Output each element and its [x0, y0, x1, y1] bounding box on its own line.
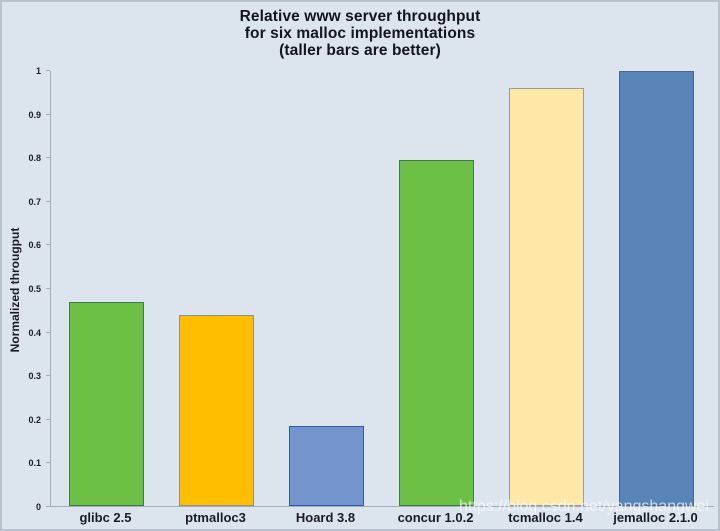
y-tick-mark — [46, 375, 50, 377]
y-tick-mark — [46, 200, 50, 202]
bar-glibc-2.5 — [69, 301, 144, 506]
x-axis: glibc 2.5 ptmalloc3 Hoard 3.8 concur 1.0.2 t… — [50, 510, 714, 529]
bar-jemalloc-2.1.0 — [619, 71, 694, 506]
chart-title: Relative www server throughput for six m… — [2, 8, 718, 59]
x-tick-label-jemalloc-2.1.0: jemalloc 2.1.0 — [613, 510, 698, 525]
chart-title-line-1: Relative www server throughput — [239, 8, 481, 25]
x-tick-label-hoard-3.8: Hoard 3.8 — [295, 510, 356, 525]
y-tick-mark — [46, 418, 50, 420]
bar-concur-1.0.2 — [399, 160, 474, 506]
bar-ptmalloc3 — [179, 314, 254, 506]
y-tick-mark — [46, 113, 50, 115]
y-tick-label-0: 0 — [35, 502, 41, 512]
y-tick-mark — [46, 157, 50, 159]
y-tick-mark — [46, 506, 50, 507]
y-tick-label-0.7: 0.7 — [28, 196, 41, 207]
bar-hoard-3.8 — [289, 425, 364, 506]
x-tick-label-ptmalloc3: ptmalloc3 — [185, 510, 246, 525]
chart-title-line-3: (taller bars are better) — [279, 42, 441, 59]
plot-area — [50, 71, 714, 507]
y-tick-label-0.6: 0.6 — [28, 240, 41, 251]
x-tick-label-glibc-2.5: glibc 2.5 — [79, 510, 132, 525]
y-tick-mark — [46, 462, 50, 464]
y-tick-label-0.9: 0.9 — [28, 109, 41, 120]
y-tick-label-0.3: 0.3 — [28, 371, 41, 382]
watermark: https://blog.csdn.net/yangshangwei — [459, 498, 709, 515]
y-tick-label-0.4: 0.4 — [28, 327, 41, 338]
y-tick-mark — [46, 70, 50, 71]
y-axis: 0 0.1 0.2 0.3 0.4 0.5 0.6 0.7 0.8 0.9 1 — [2, 66, 50, 512]
y-tick-label-0.1: 0.1 — [28, 458, 41, 469]
y-tick-mark — [46, 331, 50, 333]
y-tick-label-0.2: 0.2 — [28, 414, 41, 425]
x-tick-label-tcmalloc-1.4: tcmalloc 1.4 — [508, 510, 583, 525]
y-tick-label-1: 1 — [35, 66, 41, 76]
chart-title-line-2: for six malloc implementations — [244, 25, 476, 42]
y-tick-mark — [46, 288, 50, 289]
y-tick-label-0.8: 0.8 — [28, 153, 41, 164]
y-tick-mark — [46, 244, 50, 246]
bar-tcmalloc-1.4 — [509, 88, 584, 506]
x-tick-label-concur-1.0.2: concur 1.0.2 — [397, 510, 474, 525]
y-tick-label-0.5: 0.5 — [28, 284, 41, 294]
